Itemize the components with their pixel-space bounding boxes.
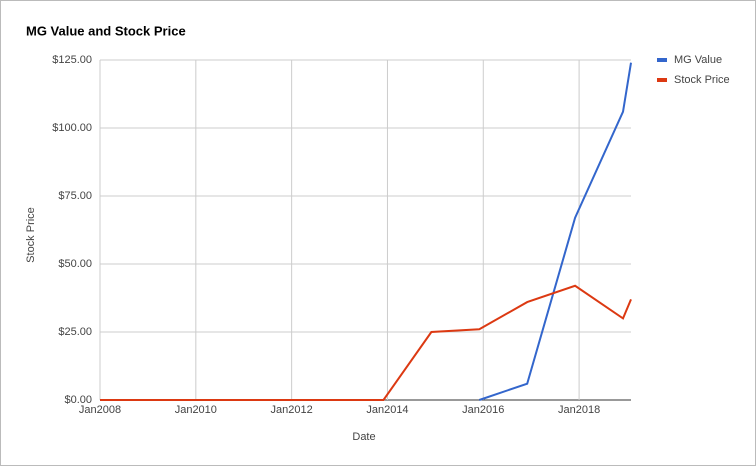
x-tick-label: Jan2018 [558,404,600,416]
legend-label: Stock Price [674,74,730,86]
x-tick-label: Jan2012 [271,404,313,416]
y-tick-label: $100.00 [52,122,92,134]
series-line [478,62,632,401]
x-axis-title: Date [352,431,375,443]
x-tick-label: Jan2014 [366,404,408,416]
legend-swatch [657,78,667,82]
series-line [100,284,632,401]
y-tick-label: $125.00 [52,54,92,66]
legend-label: MG Value [674,54,722,66]
legend-swatch [657,58,667,62]
x-tick-label: Jan2010 [175,404,217,416]
y-tick-label: $75.00 [58,190,92,202]
x-tick-label: Jan2016 [462,404,504,416]
y-tick-label: $0.00 [64,394,92,406]
y-tick-label: $25.00 [58,326,92,338]
y-tick-label: $50.00 [58,258,92,270]
chart-title: MG Value and Stock Price [26,23,186,38]
y-axis-title: Stock Price [25,207,37,263]
x-tick-label: Jan2008 [79,404,121,416]
